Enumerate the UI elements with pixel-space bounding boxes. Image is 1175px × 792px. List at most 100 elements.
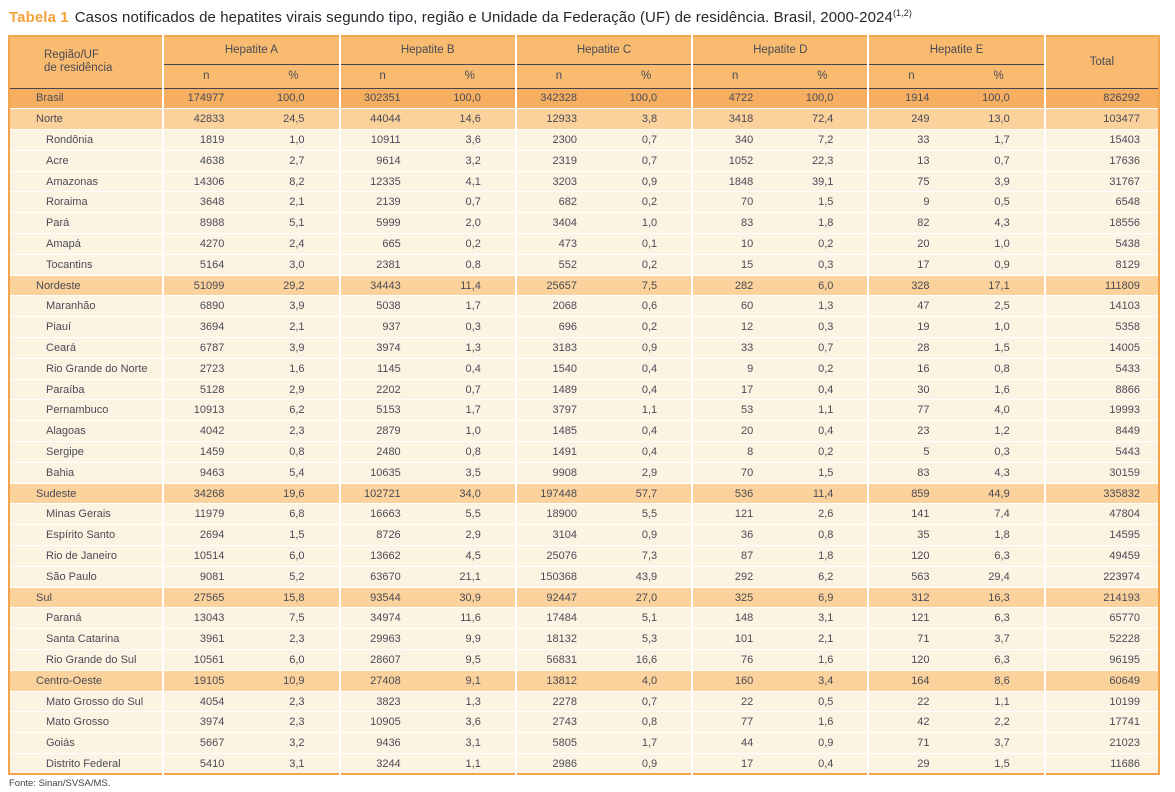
- cell-n: 121: [691, 503, 778, 526]
- cell-n: 10635: [338, 462, 425, 484]
- cell-n: 76: [691, 649, 778, 671]
- cell-pct: 3,2: [248, 732, 340, 754]
- table-row-norte: Norte 42833 24,5 44044 14,6 12933 3,8 3418 72,4 2…: [9, 108, 1159, 131]
- cell-n: 5805: [514, 732, 601, 754]
- cell-n: 2068: [514, 295, 601, 318]
- cell-n: 937: [338, 316, 425, 339]
- cell-pct: 6,0: [777, 275, 869, 297]
- cell-pct: 0,9: [600, 524, 693, 547]
- table-row-amazonas: Amazonas 14306 8,2 12335 4,1 3203 0,9 1848 39,1 7…: [9, 171, 1159, 193]
- cell-pct: 2,9: [424, 524, 516, 547]
- cell-pct: 1,1: [777, 399, 869, 422]
- cell-n: 5153: [338, 399, 425, 422]
- cell-n: 16663: [338, 503, 425, 526]
- cell-total: 5438: [1043, 233, 1159, 255]
- cell-pct: 3,6: [424, 129, 516, 151]
- cell-n: 4042: [162, 420, 249, 443]
- cell-pct: 1,7: [953, 129, 1045, 151]
- row-label: Mato Grosso do Sul: [9, 691, 164, 713]
- cell-pct: 4,3: [953, 462, 1045, 484]
- table-row-roraima: Roraima 3648 2,1 2139 0,7 682 0,2 70 1,5 9 0,5 6548: [9, 191, 1159, 214]
- cell-total: 826292: [1043, 88, 1159, 110]
- cell-n: 23: [867, 420, 954, 443]
- cell-n: 552: [514, 254, 601, 276]
- cell-pct: 0,7: [424, 379, 516, 401]
- table-row-goi-s: Goiás 5667 3,2 9436 3,1 5805 1,7 44 0,9 71 3,7 2102…: [9, 732, 1159, 754]
- cell-pct: 29,2: [248, 275, 340, 297]
- table-row-para-ba: Paraíba 5128 2,9 2202 0,7 1489 0,4 17 0,4 30 1,6 88…: [9, 379, 1159, 401]
- cell-n: 682: [514, 191, 601, 214]
- cell-n: 51099: [162, 275, 249, 297]
- cell-n: 92447: [514, 587, 601, 609]
- table-title-text: Casos notificados de hepatites virais se…: [74, 9, 893, 26]
- subheader-pct: %: [777, 64, 869, 89]
- table-row-brasil: Brasil 174977 100,0 302351 100,0 342328 100,0 4…: [9, 88, 1159, 110]
- cell-pct: 17,1: [953, 275, 1045, 297]
- cell-pct: 0,4: [777, 379, 869, 401]
- cell-pct: 1,3: [424, 691, 516, 713]
- row-label: Amapá: [9, 233, 164, 255]
- row-label: Goiás: [9, 732, 164, 754]
- cell-pct: 3,1: [424, 732, 516, 754]
- cell-pct: 1,1: [424, 753, 516, 775]
- cell-pct: 100,0: [777, 88, 869, 110]
- table-row-maranh-o: Maranhão 6890 3,9 5038 1,7 2068 0,6 60 1,3 47 2,5 1…: [9, 295, 1159, 318]
- cell-n: 77: [867, 399, 954, 422]
- cell-pct: 0,2: [777, 358, 869, 380]
- table-row-amap-: Amapá 4270 2,4 665 0,2 473 0,1 10 0,2 20 1,0 5438: [9, 233, 1159, 255]
- cell-n: 473: [514, 233, 601, 255]
- cell-n: 9436: [338, 732, 425, 754]
- cell-n: 28: [867, 337, 954, 359]
- cell-pct: 7,4: [953, 503, 1045, 526]
- table-row-sul: Sul 27565 15,8 93544 30,9 92447 27,0 325 6,9 312 1…: [9, 587, 1159, 609]
- cell-pct: 0,4: [424, 358, 516, 380]
- cell-pct: 27,0: [600, 587, 693, 609]
- cell-total: 6548: [1043, 191, 1159, 214]
- subheader-n: n: [162, 64, 249, 89]
- cell-n: 87: [691, 545, 778, 567]
- cell-pct: 1,3: [777, 295, 869, 318]
- table-row-alagoas: Alagoas 4042 2,3 2879 1,0 1485 0,4 20 0,4 23 1,2 84…: [9, 420, 1159, 443]
- cell-pct: 1,8: [777, 212, 869, 235]
- cell-pct: 3,8: [600, 108, 693, 131]
- cell-pct: 0,8: [777, 524, 869, 547]
- cell-pct: 6,9: [777, 587, 869, 609]
- cell-total: 5433: [1043, 358, 1159, 380]
- cell-pct: 0,4: [777, 420, 869, 443]
- table-header: Região/UF de residência Hepatite A Hepat…: [9, 35, 1159, 89]
- cell-n: 13: [867, 150, 954, 172]
- cell-n: 2278: [514, 691, 601, 713]
- cell-n: 17: [691, 753, 778, 775]
- cell-n: 10905: [338, 711, 425, 734]
- cell-n: 2694: [162, 524, 249, 547]
- cell-n: 4054: [162, 691, 249, 713]
- cell-n: 8988: [162, 212, 249, 235]
- cell-n: 3404: [514, 212, 601, 235]
- cell-pct: 0,8: [953, 358, 1045, 380]
- table-row-piau-: Piauí 3694 2,1 937 0,3 696 0,2 12 0,3 19 1,0 5358: [9, 316, 1159, 339]
- cell-n: 9: [691, 358, 778, 380]
- cell-pct: 1,0: [953, 233, 1045, 255]
- cell-total: 8866: [1043, 379, 1159, 401]
- row-label: Sul: [9, 587, 164, 609]
- cell-pct: 72,4: [777, 108, 869, 131]
- cell-n: 174977: [162, 88, 249, 110]
- row-label: Roraima: [9, 191, 164, 214]
- cell-n: 340: [691, 129, 778, 151]
- table-row-cear-: Ceará 6787 3,9 3974 1,3 3183 0,9 33 0,7 28 1,5 1400…: [9, 337, 1159, 359]
- cell-n: 18132: [514, 628, 601, 651]
- table-row-nordeste: Nordeste 51099 29,2 34443 11,4 25657 7,5 282 6,0…: [9, 275, 1159, 297]
- source-note: Fonte: Sinan/SVSA/MS.: [9, 778, 111, 790]
- cell-n: 12: [691, 316, 778, 339]
- cell-total: 96195: [1043, 649, 1159, 671]
- subheader-pct: %: [600, 64, 693, 89]
- cell-pct: 3,1: [777, 607, 869, 630]
- cell-n: 1145: [338, 358, 425, 380]
- cell-pct: 57,7: [600, 483, 693, 505]
- cell-n: 4270: [162, 233, 249, 255]
- cell-n: 101: [691, 628, 778, 651]
- cell-pct: 2,3: [248, 420, 340, 443]
- cell-n: 121: [867, 607, 954, 630]
- cell-total: 15403: [1043, 129, 1159, 151]
- cell-pct: 0,2: [600, 254, 693, 276]
